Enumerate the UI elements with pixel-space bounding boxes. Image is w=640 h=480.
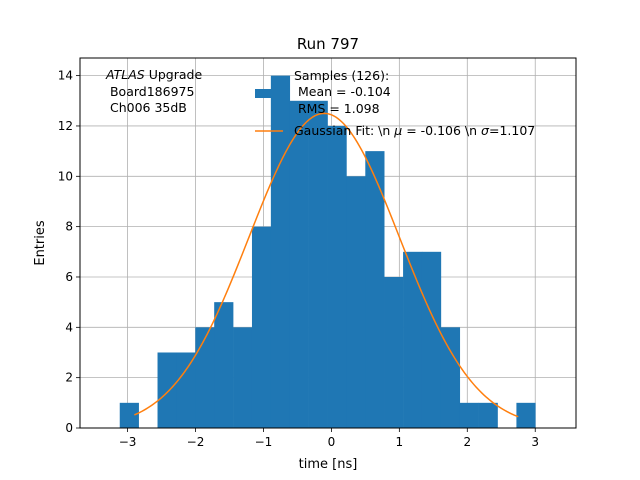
histogram-bar — [403, 251, 423, 428]
x-tick-label: 3 — [531, 435, 539, 449]
y-tick-label: 8 — [65, 220, 73, 234]
histogram-bar — [459, 402, 479, 428]
histogram-bar — [233, 327, 253, 428]
legend-fit-label: Gaussian Fit: \n μ = -0.106 \n σ=1.107 — [294, 123, 535, 138]
y-axis-ticks: 0 2 4 6 8 10 12 14 — [58, 69, 80, 435]
y-tick-label: 0 — [65, 421, 73, 435]
legend-hist-line3: RMS = 1.098 — [294, 101, 380, 116]
x-tick-label: 2 — [463, 435, 471, 449]
legend-hist-swatch — [255, 89, 283, 98]
chart-title: Run 797 — [297, 35, 359, 53]
y-axis-label: Entries — [33, 220, 48, 266]
histogram-bar — [516, 402, 536, 428]
legend-hist-line1: Samples (126): — [294, 68, 389, 83]
plot-frame — [79, 57, 577, 429]
x-tick-label: −1 — [255, 435, 273, 449]
x-tick-label: 1 — [396, 435, 404, 449]
histogram-bar — [195, 327, 215, 428]
histogram-bar — [440, 327, 461, 428]
histogram-bar — [270, 75, 291, 428]
histogram-bar — [421, 251, 442, 428]
histogram-bar — [176, 352, 196, 428]
upgrade-label: Upgrade — [145, 67, 203, 82]
atlas-annotation: ATLAS Upgrade Board186975 Ch006 35dB — [105, 67, 202, 115]
y-tick-label: 4 — [65, 320, 73, 334]
histogram-bar — [365, 151, 385, 428]
x-tick-label: −2 — [187, 435, 205, 449]
histogram-bar — [478, 402, 498, 428]
gaussian-fit-line — [134, 112, 519, 418]
histogram-bar — [327, 125, 347, 429]
histogram-bar — [308, 100, 328, 428]
histogram-bar — [157, 352, 177, 428]
x-axis-ticks: −3 −2 −1 0 1 2 3 — [119, 428, 539, 449]
channel-label: Ch006 35dB — [106, 100, 187, 115]
histogram-bar — [384, 276, 404, 428]
histogram-bar — [289, 100, 309, 428]
y-tick-label: 12 — [58, 119, 73, 133]
x-tick-label: 0 — [328, 435, 336, 449]
y-tick-label: 14 — [58, 69, 73, 83]
legend: Samples (126): Mean = -0.104 RMS = 1.098… — [255, 68, 535, 138]
legend-hist-line2: Mean = -0.104 — [294, 84, 391, 99]
histogram-bar — [214, 302, 234, 428]
svg-text:ATLAS Upgrade: ATLAS Upgrade — [105, 67, 202, 82]
x-axis-label: time [ns] — [299, 457, 358, 472]
histogram-bar — [119, 402, 139, 428]
atlas-label: ATLAS — [105, 67, 145, 82]
board-label: Board186975 — [106, 84, 194, 99]
y-tick-label: 10 — [58, 169, 73, 183]
x-tick-label: −3 — [119, 435, 137, 449]
y-tick-label: 2 — [65, 371, 73, 385]
histogram-bar — [251, 226, 272, 428]
histogram-bars — [119, 75, 536, 429]
histogram-bar — [346, 176, 366, 428]
y-tick-label: 6 — [65, 270, 73, 284]
